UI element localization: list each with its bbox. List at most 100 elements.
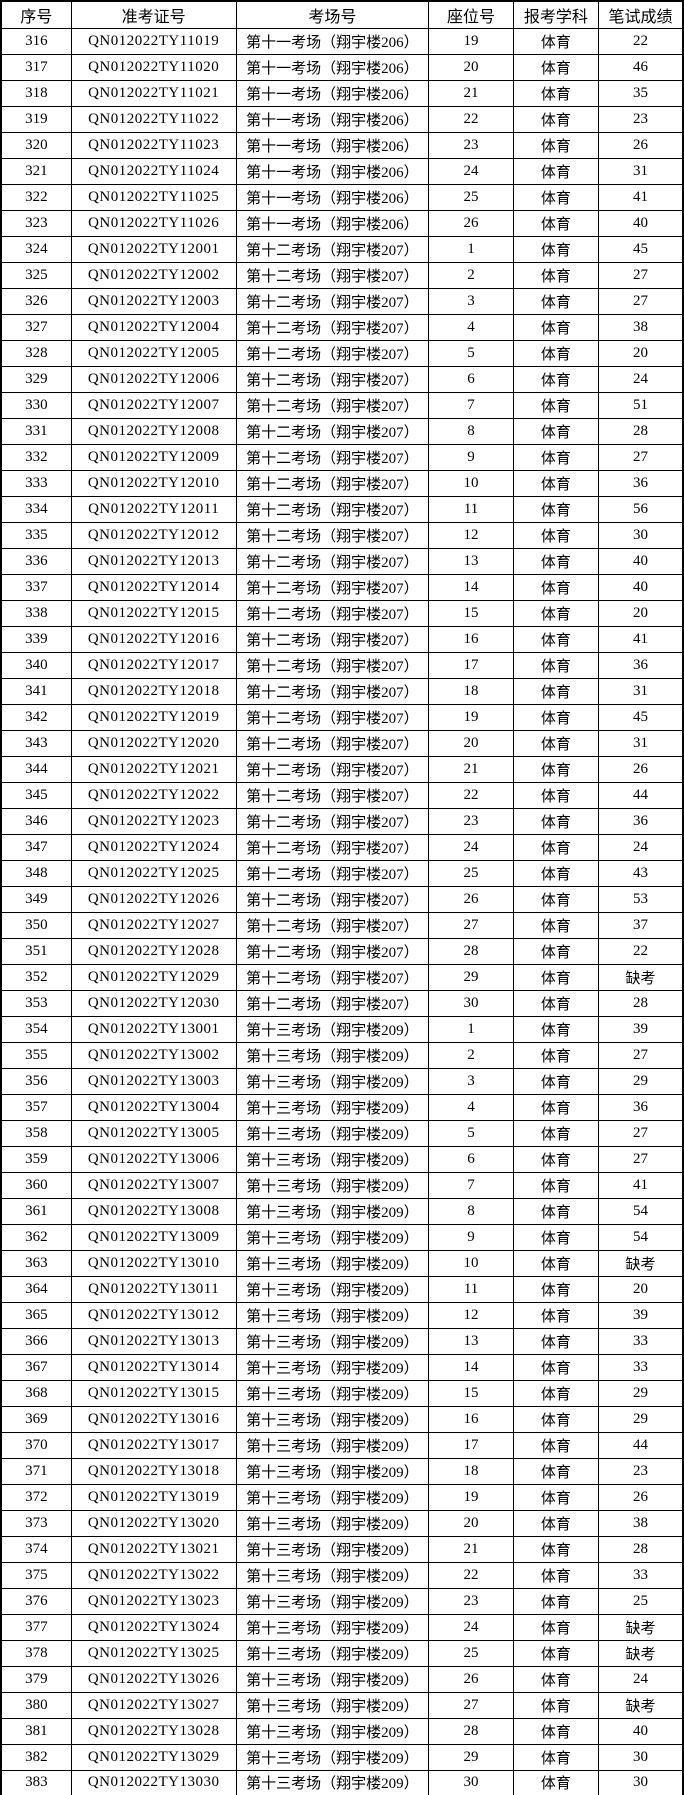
cell-written-score: 31 [598, 729, 684, 757]
cell-exam-room: 第十二考场（翔宇楼207） [235, 261, 430, 289]
cell-seat-no: 24 [428, 1613, 514, 1641]
cell-index: 360 [0, 1171, 72, 1199]
table-row: 333 QN012022TY12010 第十二考场（翔宇楼207） 10 体育 … [0, 469, 684, 497]
cell-seat-no: 26 [428, 209, 514, 237]
cell-index: 359 [0, 1145, 72, 1173]
cell-exam-room: 第十二考场（翔宇楼207） [235, 443, 430, 471]
cell-seat-no: 13 [428, 1327, 514, 1355]
cell-subject: 体育 [512, 1223, 600, 1251]
cell-seat-no: 23 [428, 131, 514, 159]
cell-subject: 体育 [512, 547, 600, 575]
col-header-index: 序号 [0, 0, 72, 29]
cell-subject: 体育 [512, 1379, 600, 1407]
cell-exam-room: 第十三考场（翔宇楼209） [235, 1613, 430, 1641]
cell-exam-room: 第十二考场（翔宇楼207） [235, 365, 430, 393]
cell-admission-ticket-no: QN012022TY12004 [70, 313, 237, 341]
cell-exam-room: 第十三考场（翔宇楼209） [235, 1561, 430, 1589]
cell-written-score: 29 [598, 1405, 684, 1433]
cell-admission-ticket-no: QN012022TY11021 [70, 79, 237, 107]
table-row: 322 QN012022TY11025 第十一考场（翔宇楼206） 25 体育 … [0, 183, 684, 211]
cell-exam-room: 第十二考场（翔宇楼207） [235, 417, 430, 445]
cell-index: 338 [0, 599, 72, 627]
cell-admission-ticket-no: QN012022TY13018 [70, 1457, 237, 1485]
cell-admission-ticket-no: QN012022TY13020 [70, 1509, 237, 1537]
cell-seat-no: 19 [428, 27, 514, 55]
cell-exam-room: 第十二考场（翔宇楼207） [235, 833, 430, 861]
cell-admission-ticket-no: QN012022TY12015 [70, 599, 237, 627]
cell-admission-ticket-no: QN012022TY12001 [70, 235, 237, 263]
table-row: 344 QN012022TY12021 第十二考场（翔宇楼207） 21 体育 … [0, 755, 684, 783]
cell-admission-ticket-no: QN012022TY11022 [70, 105, 237, 133]
table-row: 371 QN012022TY13018 第十三考场（翔宇楼209） 18 体育 … [0, 1457, 684, 1485]
cell-index: 326 [0, 287, 72, 315]
cell-admission-ticket-no: QN012022TY12002 [70, 261, 237, 289]
table-row: 356 QN012022TY13003 第十三考场（翔宇楼209） 3 体育 2… [0, 1067, 684, 1095]
cell-admission-ticket-no: QN012022TY12011 [70, 495, 237, 523]
cell-index: 324 [0, 235, 72, 263]
cell-exam-room: 第十三考场（翔宇楼209） [235, 1327, 430, 1355]
cell-subject: 体育 [512, 287, 600, 315]
cell-exam-room: 第十三考场（翔宇楼209） [235, 1535, 430, 1563]
cell-admission-ticket-no: QN012022TY13004 [70, 1093, 237, 1121]
table-row: 352 QN012022TY12029 第十二考场（翔宇楼207） 29 体育 … [0, 963, 684, 991]
cell-written-score: 26 [598, 1483, 684, 1511]
table-row: 346 QN012022TY12023 第十二考场（翔宇楼207） 23 体育 … [0, 807, 684, 835]
cell-admission-ticket-no: QN012022TY11019 [70, 27, 237, 55]
cell-seat-no: 27 [428, 911, 514, 939]
cell-admission-ticket-no: QN012022TY13012 [70, 1301, 237, 1329]
cell-subject: 体育 [512, 261, 600, 289]
cell-exam-room: 第十二考场（翔宇楼207） [235, 495, 430, 523]
table-row: 368 QN012022TY13015 第十三考场（翔宇楼209） 15 体育 … [0, 1379, 684, 1407]
table-row: 338 QN012022TY12015 第十二考场（翔宇楼207） 15 体育 … [0, 599, 684, 627]
cell-admission-ticket-no: QN012022TY13001 [70, 1015, 237, 1043]
cell-exam-room: 第十一考场（翔宇楼206） [235, 209, 430, 237]
cell-admission-ticket-no: QN012022TY13005 [70, 1119, 237, 1147]
table-row: 339 QN012022TY12016 第十二考场（翔宇楼207） 16 体育 … [0, 625, 684, 653]
cell-admission-ticket-no: QN012022TY12003 [70, 287, 237, 315]
cell-seat-no: 30 [428, 1769, 514, 1795]
cell-admission-ticket-no: QN012022TY13011 [70, 1275, 237, 1303]
cell-subject: 体育 [512, 1509, 600, 1537]
cell-index: 379 [0, 1665, 72, 1693]
cell-index: 376 [0, 1587, 72, 1615]
cell-admission-ticket-no: QN012022TY12010 [70, 469, 237, 497]
cell-seat-no: 1 [428, 235, 514, 263]
cell-subject: 体育 [512, 1145, 600, 1173]
table-row: 347 QN012022TY12024 第十二考场（翔宇楼207） 24 体育 … [0, 833, 684, 861]
cell-index: 346 [0, 807, 72, 835]
table-row: 328 QN012022TY12005 第十二考场（翔宇楼207） 5 体育 2… [0, 339, 684, 367]
cell-index: 371 [0, 1457, 72, 1485]
table-row: 319 QN012022TY11022 第十一考场（翔宇楼206） 22 体育 … [0, 105, 684, 133]
cell-written-score: 27 [598, 1119, 684, 1147]
table-row: 383 QN012022TY13030 第十三考场（翔宇楼209） 30 体育 … [0, 1769, 684, 1795]
cell-seat-no: 13 [428, 547, 514, 575]
cell-admission-ticket-no: QN012022TY12030 [70, 989, 237, 1017]
cell-seat-no: 8 [428, 1197, 514, 1225]
table-row: 331 QN012022TY12008 第十二考场（翔宇楼207） 8 体育 2… [0, 417, 684, 445]
cell-admission-ticket-no: QN012022TY13021 [70, 1535, 237, 1563]
cell-subject: 体育 [512, 859, 600, 887]
cell-subject: 体育 [512, 599, 600, 627]
cell-seat-no: 17 [428, 1431, 514, 1459]
cell-index: 375 [0, 1561, 72, 1589]
cell-index: 349 [0, 885, 72, 913]
cell-exam-room: 第十三考场（翔宇楼209） [235, 1145, 430, 1173]
cell-subject: 体育 [512, 313, 600, 341]
cell-subject: 体育 [512, 443, 600, 471]
cell-seat-no: 25 [428, 183, 514, 211]
cell-written-score: 38 [598, 313, 684, 341]
table-row: 358 QN012022TY13005 第十三考场（翔宇楼209） 5 体育 2… [0, 1119, 684, 1147]
cell-seat-no: 5 [428, 339, 514, 367]
cell-written-score: 40 [598, 209, 684, 237]
table-row: 379 QN012022TY13026 第十三考场（翔宇楼209） 26 体育 … [0, 1665, 684, 1693]
cell-admission-ticket-no: QN012022TY13008 [70, 1197, 237, 1225]
cell-seat-no: 21 [428, 755, 514, 783]
cell-written-score: 53 [598, 885, 684, 913]
cell-exam-room: 第十三考场（翔宇楼209） [235, 1587, 430, 1615]
cell-written-score: 35 [598, 79, 684, 107]
cell-seat-no: 2 [428, 261, 514, 289]
cell-exam-room: 第十二考场（翔宇楼207） [235, 911, 430, 939]
table-row: 362 QN012022TY13009 第十三考场（翔宇楼209） 9 体育 5… [0, 1223, 684, 1251]
cell-admission-ticket-no: QN012022TY12012 [70, 521, 237, 549]
